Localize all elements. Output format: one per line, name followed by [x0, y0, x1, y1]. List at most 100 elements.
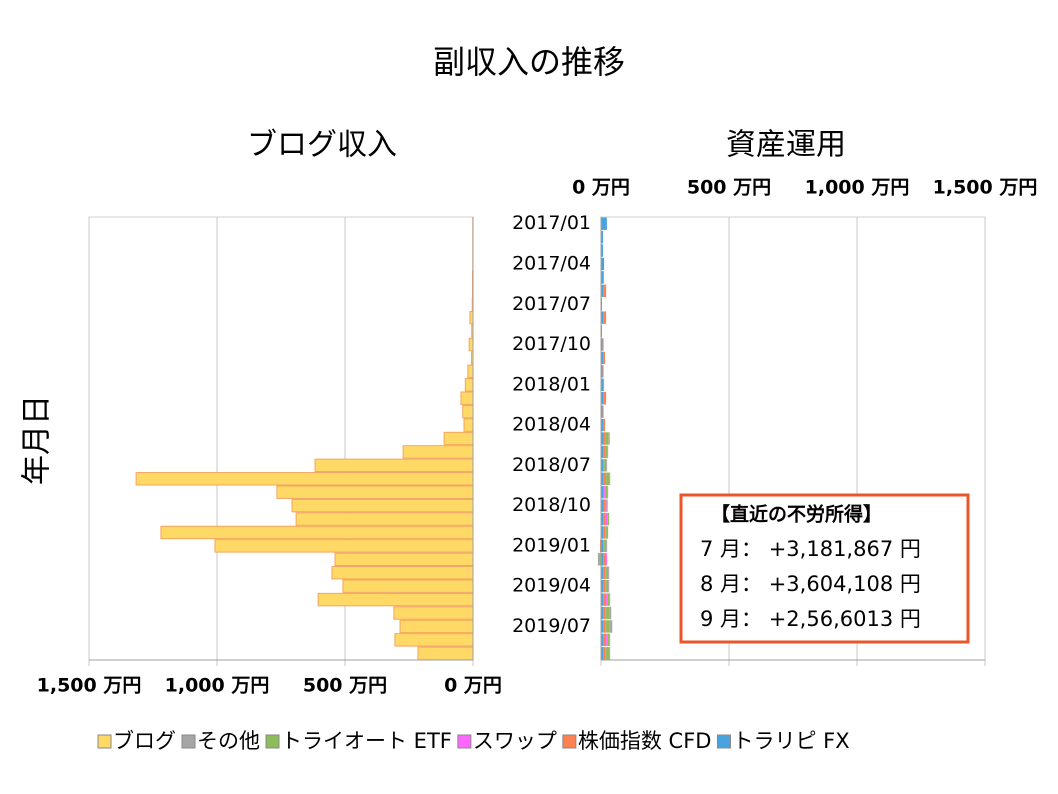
chart-title: 副収入の推移: [433, 43, 625, 81]
bar: [606, 633, 608, 647]
category-label: 2018/10: [512, 494, 591, 516]
bar: [295, 512, 474, 526]
bar: [601, 365, 603, 378]
bar: [601, 338, 603, 351]
bar: [603, 526, 606, 539]
bar: [468, 337, 474, 352]
bar: [608, 566, 610, 579]
bar: [601, 459, 604, 472]
category-label: 2018/01: [512, 373, 591, 395]
bar: [417, 646, 474, 660]
bar: [276, 485, 474, 499]
bar: [601, 526, 604, 539]
bar: [601, 298, 603, 311]
bar: [607, 593, 610, 606]
bar: [464, 378, 474, 392]
bar: [601, 620, 604, 633]
bar: [342, 579, 474, 593]
bar: [609, 633, 611, 647]
bar: [601, 593, 604, 606]
bar: [606, 472, 610, 485]
bar: [291, 498, 474, 513]
bar: [601, 539, 604, 553]
bar: [603, 647, 606, 660]
category-label: 2018/04: [512, 414, 591, 436]
x-tick-label: 0 万円: [572, 177, 630, 199]
bar: [601, 257, 605, 271]
x-tick-label: 1,500 万円: [37, 675, 142, 697]
bar: [601, 271, 604, 284]
bar: [601, 217, 607, 230]
bar: [603, 485, 605, 499]
category-label: 2017/04: [512, 252, 591, 274]
bar: [603, 351, 606, 365]
bar: [605, 499, 607, 512]
bar: [601, 579, 604, 593]
bar: [606, 620, 610, 633]
bar: [599, 539, 601, 553]
x-tick-label: 1,000 万円: [165, 675, 270, 697]
bar: [601, 445, 604, 459]
annotation-line: 7 月： +3,181,867 円: [700, 537, 921, 561]
bar: [604, 459, 607, 472]
legend-label: トラリピ FX: [732, 729, 849, 753]
legend-label: スワップ: [473, 729, 557, 753]
bar: [603, 606, 606, 620]
panel-title: 資産運用: [726, 128, 846, 163]
x-tick-label: 0 万円: [444, 675, 502, 697]
x-tick-label: 1,500 万円: [933, 177, 1038, 199]
bar: [601, 472, 604, 485]
bar: [601, 512, 604, 526]
bar: [602, 405, 604, 418]
bar: [443, 431, 474, 446]
bar: [604, 539, 607, 553]
bar: [603, 620, 606, 633]
bar: [314, 458, 474, 473]
bar: [460, 391, 474, 405]
bar: [402, 445, 474, 459]
bar: [603, 566, 606, 579]
bar: [606, 459, 608, 472]
category-label: 2018/07: [512, 454, 591, 476]
bar: [606, 566, 609, 579]
annotation-line: 8 月： +3,604,108 円: [700, 572, 921, 596]
legend-swatch: [181, 734, 196, 749]
bar: [601, 351, 604, 365]
bar: [462, 404, 474, 419]
bar: [605, 526, 607, 539]
bar: [603, 472, 607, 485]
category-label: 2019/07: [512, 615, 591, 637]
bar: [597, 553, 600, 566]
bar: [605, 606, 607, 620]
bar: [601, 633, 604, 647]
x-tick-label: 500 万円: [303, 675, 387, 697]
category-label: 2019/04: [512, 575, 591, 597]
bar: [601, 244, 604, 257]
bar: [604, 485, 606, 499]
bar: [601, 324, 603, 338]
bar: [603, 418, 606, 432]
bar: [331, 566, 474, 580]
bar: [601, 392, 604, 405]
bar: [606, 553, 608, 566]
bar: [606, 526, 609, 539]
bar: [607, 512, 610, 526]
bar: [605, 647, 607, 660]
bar: [601, 553, 604, 566]
panel-title: ブログ収入: [247, 128, 397, 163]
bar: [606, 579, 609, 593]
annotation-box: [679, 493, 970, 644]
x-tick-label: 500 万円: [687, 177, 771, 199]
bar: [606, 647, 610, 660]
bar: [605, 485, 608, 499]
bar: [603, 459, 605, 472]
legend-swatch: [457, 734, 472, 749]
bar: [603, 432, 606, 445]
bar: [609, 472, 611, 485]
bar: [606, 593, 608, 606]
bar: [603, 633, 607, 647]
bar: [601, 378, 604, 392]
bar: [603, 499, 606, 512]
